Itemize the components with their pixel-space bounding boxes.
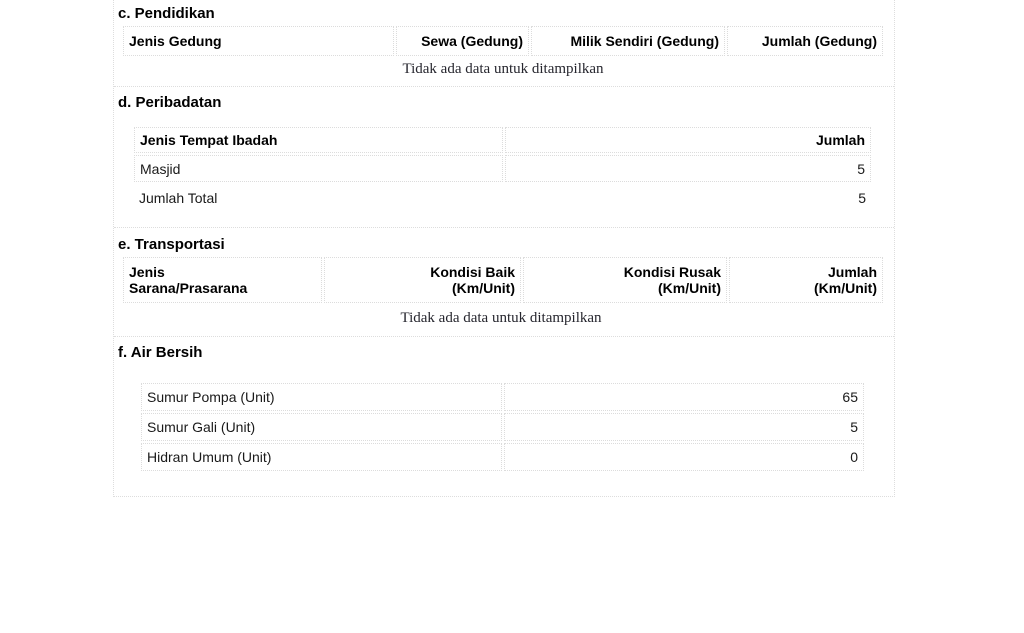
column-header-jumlah: Jumlah xyxy=(505,127,871,153)
no-data-message: Tidak ada data untuk ditampilkan xyxy=(402,61,604,77)
table-pendidikan: Jenis Gedung Sewa (Gedung) Milik Sendiri… xyxy=(121,24,885,58)
table-header-row: Jenis Sarana/Prasarana Kondisi Baik (Km/… xyxy=(123,257,883,303)
row-label: Sumur Gali (Unit) xyxy=(141,413,502,441)
no-data-message: Tidak ada data untuk ditampilkan xyxy=(400,310,602,326)
column-header-milik-sendiri: Milik Sendiri (Gedung) xyxy=(531,26,725,56)
table-row: Masjid 5 xyxy=(134,155,871,182)
table-air-bersih: Sumur Pompa (Unit) 65 Sumur Gali (Unit) … xyxy=(139,381,866,473)
row-value: 5 xyxy=(504,413,864,441)
total-label: Jumlah Total xyxy=(134,184,503,211)
column-header-jenis-gedung: Jenis Gedung xyxy=(123,26,394,56)
row-label: Masjid xyxy=(134,155,503,182)
section-heading-air-bersih: f. Air Bersih xyxy=(118,344,203,361)
total-value: 5 xyxy=(505,184,871,211)
table-row: Sumur Gali (Unit) 5 xyxy=(141,413,864,441)
section-heading-transportasi: e. Transportasi xyxy=(118,236,225,253)
report-card: c. Pendidikan Jenis Gedung Sewa (Gedung)… xyxy=(113,0,895,497)
row-value: 65 xyxy=(504,383,864,411)
section-divider xyxy=(114,336,894,337)
section-divider xyxy=(114,227,894,228)
table-header-row: Jenis Tempat Ibadah Jumlah xyxy=(134,127,871,153)
table-peribadatan: Jenis Tempat Ibadah Jumlah Masjid 5 Juml… xyxy=(132,125,873,213)
table-row: Sumur Pompa (Unit) 65 xyxy=(141,383,864,411)
total-row: Jumlah Total 5 xyxy=(134,184,871,211)
column-header-jenis-tempat-ibadah: Jenis Tempat Ibadah xyxy=(134,127,503,153)
column-header-kondisi-rusak: Kondisi Rusak (Km/Unit) xyxy=(523,257,727,303)
section-heading-pendidikan: c. Pendidikan xyxy=(118,5,215,22)
table-row: Hidran Umum (Unit) 0 xyxy=(141,443,864,471)
column-header-jenis-sarana: Jenis Sarana/Prasarana xyxy=(123,257,322,303)
row-value: 5 xyxy=(505,155,871,182)
column-header-sewa: Sewa (Gedung) xyxy=(396,26,529,56)
section-heading-peribadatan: d. Peribadatan xyxy=(118,94,222,111)
column-header-kondisi-baik: Kondisi Baik (Km/Unit) xyxy=(324,257,521,303)
row-label: Sumur Pompa (Unit) xyxy=(141,383,502,411)
column-header-jumlah: Jumlah (Km/Unit) xyxy=(729,257,883,303)
column-header-jumlah: Jumlah (Gedung) xyxy=(727,26,883,56)
table-header-row: Jenis Gedung Sewa (Gedung) Milik Sendiri… xyxy=(123,26,883,56)
table-transportasi: Jenis Sarana/Prasarana Kondisi Baik (Km/… xyxy=(121,255,885,305)
row-label: Hidran Umum (Unit) xyxy=(141,443,502,471)
section-divider xyxy=(114,86,894,87)
row-value: 0 xyxy=(504,443,864,471)
